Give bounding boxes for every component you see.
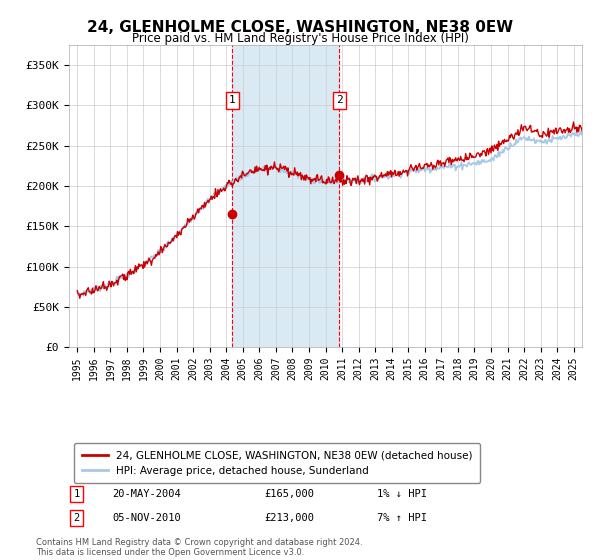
Text: 2: 2 [74,513,80,523]
Text: £213,000: £213,000 [264,513,314,523]
Text: Contains HM Land Registry data © Crown copyright and database right 2024.
This d: Contains HM Land Registry data © Crown c… [36,538,362,557]
Text: 2: 2 [336,95,343,105]
Text: 7% ↑ HPI: 7% ↑ HPI [377,513,427,523]
Text: 1: 1 [229,95,236,105]
Text: 1% ↓ HPI: 1% ↓ HPI [377,489,427,499]
Legend: 24, GLENHOLME CLOSE, WASHINGTON, NE38 0EW (detached house), HPI: Average price, : 24, GLENHOLME CLOSE, WASHINGTON, NE38 0E… [74,443,479,483]
Text: £165,000: £165,000 [264,489,314,499]
Bar [232,45,340,347]
Text: 20-MAY-2004: 20-MAY-2004 [113,489,181,499]
Text: Price paid vs. HM Land Registry's House Price Index (HPI): Price paid vs. HM Land Registry's House … [131,32,469,45]
Text: 24, GLENHOLME CLOSE, WASHINGTON, NE38 0EW: 24, GLENHOLME CLOSE, WASHINGTON, NE38 0E… [87,20,513,35]
Text: 05-NOV-2010: 05-NOV-2010 [113,513,181,523]
Text: 1: 1 [74,489,80,499]
